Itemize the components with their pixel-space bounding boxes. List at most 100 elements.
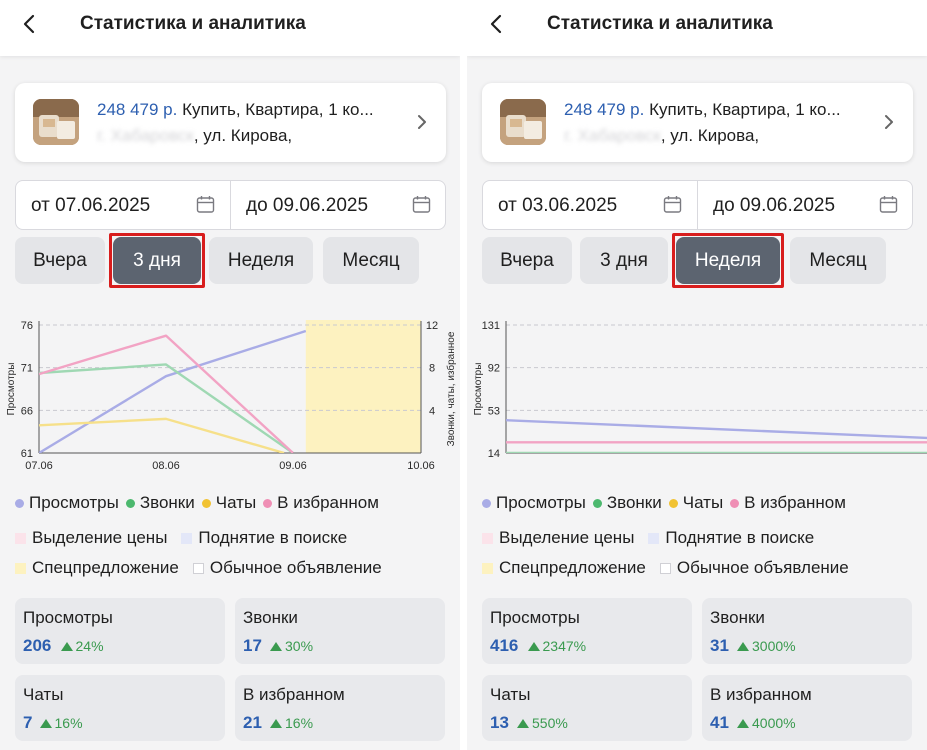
stat-card: Звонки 31 3000% [702,598,912,664]
calendar-icon[interactable] [412,195,431,214]
period-chip[interactable]: Месяц [323,237,419,284]
listing-title: Купить, Квартира, 1 ко... [649,100,841,119]
legend-label: В избранном [277,493,379,512]
legend-item: Обычное объявление [192,558,382,578]
period-chip[interactable]: 3 дня [113,237,201,284]
screen-panel-right: Статистика и аналитика 248 479 р. Купить,… [467,0,927,750]
legend-item: Просмотры [15,493,119,513]
legend-item: Просмотры [482,493,586,513]
up-arrow-icon [39,718,52,728]
legend-item: Обычное объявление [659,558,849,578]
legend-dot-icon [730,498,740,508]
page-title: Статистика и аналитика [80,13,306,34]
up-arrow-icon [527,641,540,651]
up-arrow-icon [737,718,749,728]
series-line [39,417,285,453]
stats-chart: 61 66 71 76 4 8 12 07.06 08.06 09.06 10.06 Просмотр… [6,320,457,472]
stat-label: Просмотры [23,608,113,627]
legend-item: Звонки [125,493,195,513]
date-to-field[interactable]: до 09.06.2025 [231,181,446,229]
legend-dot-icon [482,498,491,508]
listing-address-street: , ул. Кирова, [193,126,293,145]
date-from-field[interactable]: от 07.06.2025 [16,181,231,229]
back-arrow-icon[interactable] [485,12,509,36]
stat-change-value: 16% [54,715,83,731]
stat-value: 21 [243,713,262,732]
x-tick-label: 09.06 [279,460,307,472]
stat-value: 206 [23,636,52,655]
stat-value: 13 [490,713,509,732]
legend-dot-icon [263,498,273,508]
legend-item: Выделение цены [482,528,634,548]
listing-summary: 248 479 р. Купить, Квартира, 1 ко... [564,100,864,120]
legend-item: Поднятие в поиске [181,528,347,548]
stat-change: 4000% [737,715,796,731]
y-tick-label: 131 [482,320,500,332]
series-line [506,441,927,444]
listing-address: г. Хабаровск, ул. Кирова, [564,126,759,146]
legend-label: Просмотры [496,493,586,512]
stat-card: В избранном 21 16% [235,675,445,741]
listing-address-blurred: г. Хабаровск [564,126,661,145]
calendar-icon[interactable] [663,195,682,214]
stat-label: В избранном [243,685,345,704]
y-right-tick-label: 8 [429,363,435,375]
stat-change: 2347% [527,638,586,654]
stat-card: Просмотры 206 24% [15,598,225,664]
listing-address-street: , ул. Кирова, [660,126,760,145]
period-chip[interactable]: Месяц [790,237,886,284]
legend-label: Поднятие в поиске [665,528,815,547]
period-chip[interactable]: Неделя [209,237,313,284]
date-to-value: до 09.06.2025 [713,195,836,216]
legend-swatch-icon [181,532,193,544]
up-arrow-icon [270,718,282,728]
legend-dot-icon [592,498,602,508]
stat-change-value: 24% [75,638,104,654]
legend-dot-icon [668,498,678,508]
legend-item: Спецпредложение [15,558,179,578]
y-tick-label: 61 [21,448,33,460]
listing-card[interactable]: 248 479 р. Купить, Квартира, 1 ко... г. Х… [482,83,913,162]
stat-change-value: 3000% [752,638,796,654]
calendar-icon[interactable] [879,195,898,214]
x-tick-label: 10.06 [407,460,435,472]
series-line [39,329,307,453]
y-axis-right-label: Звонки, чаты, избранное [445,331,457,446]
up-arrow-icon [270,641,282,651]
period-chip[interactable]: Вчера [482,237,572,284]
stat-card: Чаты 13 550% [482,675,692,741]
date-from-field[interactable]: от 03.06.2025 [483,181,698,229]
calendar-icon[interactable] [196,195,215,214]
period-chip[interactable]: 3 дня [580,237,668,284]
stat-card: Просмотры 416 2347% [482,598,692,664]
listing-price: 248 479 р. [564,100,645,119]
legend-label: В избранном [744,493,846,512]
stat-label: Звонки [243,608,298,627]
legend-item: Выделение цены [15,528,167,548]
legend-item: В избранном [730,493,846,513]
stat-change-value: 30% [285,638,314,654]
period-chip[interactable]: Вчера [15,237,105,284]
legend-dot-icon [125,498,135,508]
stat-change: 16% [270,715,313,731]
listing-address: г. Хабаровск, ул. Кирова, [97,126,292,146]
stat-label: Чаты [23,685,64,704]
stat-change: 24% [60,638,104,654]
y-tick-label: 14 [488,448,500,460]
legend-item: Спецпредложение [482,558,646,578]
back-arrow-icon[interactable] [18,12,42,36]
stat-change: 30% [270,638,313,654]
legend-swatch-icon [482,562,493,574]
date-to-field[interactable]: до 09.06.2025 [698,181,913,229]
stat-value: 416 [490,636,519,655]
y-axis-label: Просмотры [473,363,484,416]
listing-card[interactable]: 248 479 р. Купить, Квартира, 1 ко... г. Х… [15,83,446,162]
legend-label: Обычное объявление [209,558,382,577]
period-chip[interactable]: Неделя [676,237,780,284]
series-line [506,418,927,440]
series-line [39,363,294,453]
y-tick-label: 71 [21,363,33,375]
listing-title: Купить, Квартира, 1 ко... [182,100,374,119]
stat-label: Просмотры [490,608,580,627]
y-tick-label: 76 [21,320,33,332]
